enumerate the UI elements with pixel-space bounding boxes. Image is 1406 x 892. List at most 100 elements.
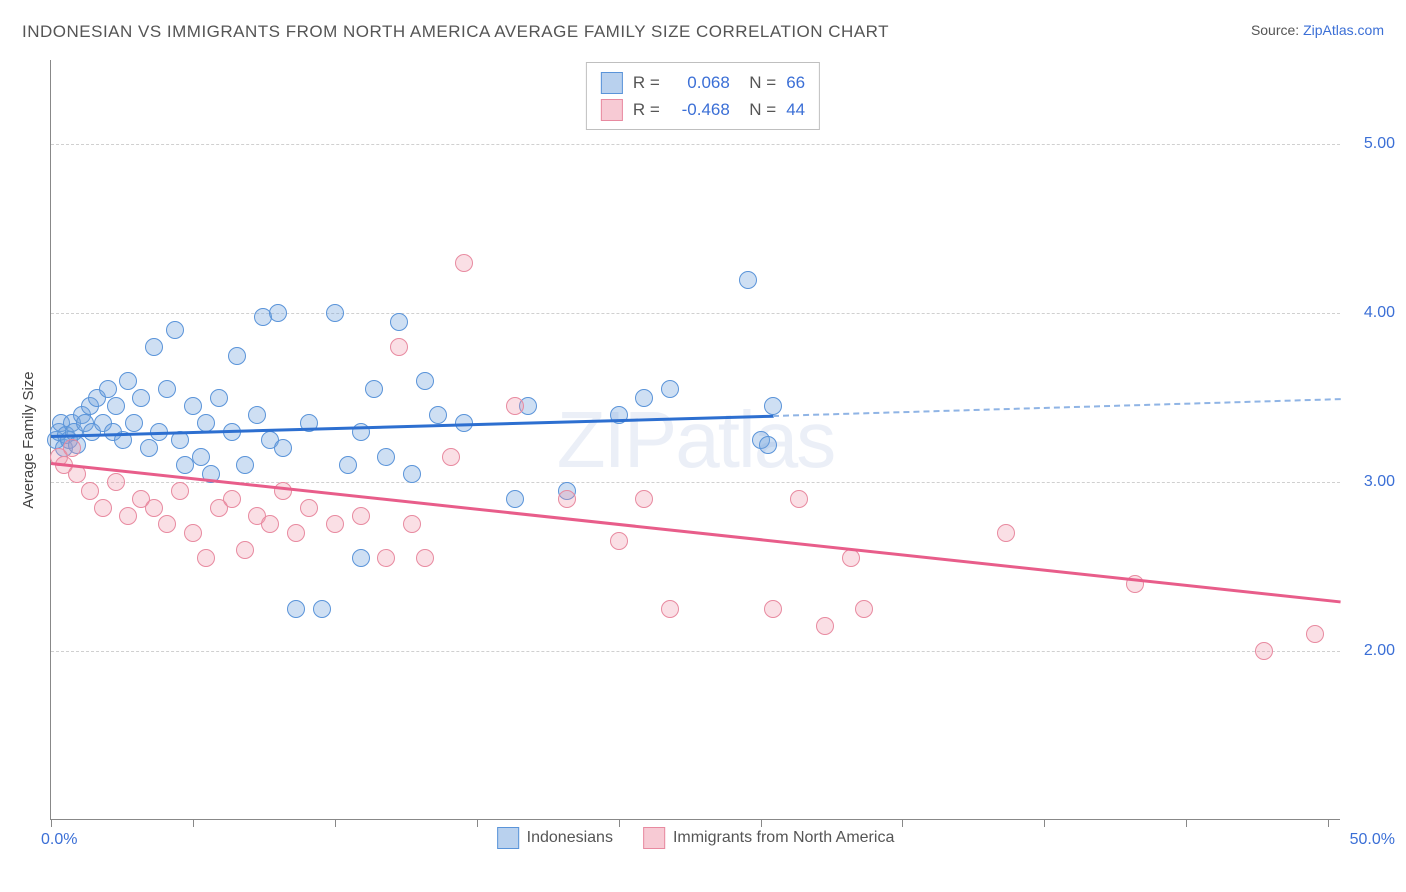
plot-area: ZIPatlas 0.0% 50.0% Indonesians Immigran… (50, 60, 1340, 820)
data-point (855, 600, 873, 618)
data-point (210, 389, 228, 407)
legend-label: Indonesians (527, 829, 613, 847)
trend-line (773, 398, 1341, 417)
x-tick (1186, 819, 1187, 827)
data-point (842, 549, 860, 567)
data-point (158, 380, 176, 398)
data-point (274, 482, 292, 500)
data-point (442, 448, 460, 466)
grid-line (51, 144, 1340, 145)
data-point (223, 490, 241, 508)
data-point (228, 347, 246, 365)
legend-item: Indonesians (497, 827, 613, 849)
y-tick-label: 5.00 (1364, 135, 1395, 153)
data-point (107, 473, 125, 491)
data-point (352, 549, 370, 567)
data-point (506, 490, 524, 508)
data-point (1255, 642, 1273, 660)
chart-title: INDONESIAN VS IMMIGRANTS FROM NORTH AMER… (22, 22, 889, 42)
data-point (661, 380, 679, 398)
data-point (274, 439, 292, 457)
watermark: ZIPatlas (557, 394, 834, 486)
data-point (287, 524, 305, 542)
data-point (145, 499, 163, 517)
data-point (610, 532, 628, 550)
grid-line (51, 651, 1340, 652)
data-point (739, 271, 757, 289)
legend-label: Immigrants from North America (673, 829, 894, 847)
data-point (119, 507, 137, 525)
data-point (145, 338, 163, 356)
stat-n-value: 66 (786, 69, 805, 96)
data-point (635, 389, 653, 407)
data-point (790, 490, 808, 508)
swatch-icon (643, 827, 665, 849)
x-tick (902, 819, 903, 827)
data-point (759, 436, 777, 454)
x-max-label: 50.0% (1350, 831, 1395, 849)
stat-label: N = (740, 96, 776, 123)
data-point (300, 499, 318, 517)
x-tick (761, 819, 762, 827)
stat-label: N = (740, 69, 776, 96)
data-point (365, 380, 383, 398)
swatch-icon (601, 72, 623, 94)
data-point (99, 380, 117, 398)
y-tick-label: 4.00 (1364, 304, 1395, 322)
data-point (377, 549, 395, 567)
x-tick (1328, 819, 1329, 827)
data-point (326, 304, 344, 322)
data-point (455, 254, 473, 272)
stats-box: R = 0.068 N = 66 R = -0.468 N = 44 (586, 62, 820, 130)
data-point (192, 448, 210, 466)
data-point (429, 406, 447, 424)
data-point (197, 549, 215, 567)
source-link[interactable]: ZipAtlas.com (1303, 22, 1384, 38)
swatch-icon (497, 827, 519, 849)
data-point (1306, 625, 1324, 643)
legend-item: Immigrants from North America (643, 827, 894, 849)
data-point (326, 515, 344, 533)
x-tick (477, 819, 478, 827)
data-point (764, 397, 782, 415)
data-point (997, 524, 1015, 542)
y-axis-title: Average Family Size (20, 371, 37, 508)
data-point (339, 456, 357, 474)
source-prefix: Source: (1251, 22, 1303, 38)
x-tick (1044, 819, 1045, 827)
data-point (63, 439, 81, 457)
x-tick (51, 819, 52, 827)
data-point (184, 397, 202, 415)
stat-r-value: 0.068 (670, 69, 730, 96)
data-point (132, 389, 150, 407)
data-point (166, 321, 184, 339)
data-point (197, 414, 215, 432)
grid-line (51, 313, 1340, 314)
data-point (236, 456, 254, 474)
data-point (119, 372, 137, 390)
swatch-icon (601, 99, 623, 121)
data-point (236, 541, 254, 559)
stats-row: R = -0.468 N = 44 (601, 96, 805, 123)
data-point (377, 448, 395, 466)
data-point (140, 439, 158, 457)
data-point (416, 372, 434, 390)
data-point (403, 465, 421, 483)
data-point (313, 600, 331, 618)
stat-n-value: 44 (786, 96, 805, 123)
data-point (764, 600, 782, 618)
stats-row: R = 0.068 N = 66 (601, 69, 805, 96)
data-point (635, 490, 653, 508)
data-point (158, 515, 176, 533)
data-point (125, 414, 143, 432)
data-point (269, 304, 287, 322)
data-point (248, 406, 266, 424)
stat-label: R = (633, 96, 660, 123)
data-point (661, 600, 679, 618)
legend-bottom: Indonesians Immigrants from North Americ… (497, 827, 895, 849)
x-min-label: 0.0% (41, 831, 77, 849)
y-tick-label: 2.00 (1364, 642, 1395, 660)
source-label: Source: ZipAtlas.com (1251, 22, 1384, 38)
x-tick (619, 819, 620, 827)
data-point (107, 397, 125, 415)
